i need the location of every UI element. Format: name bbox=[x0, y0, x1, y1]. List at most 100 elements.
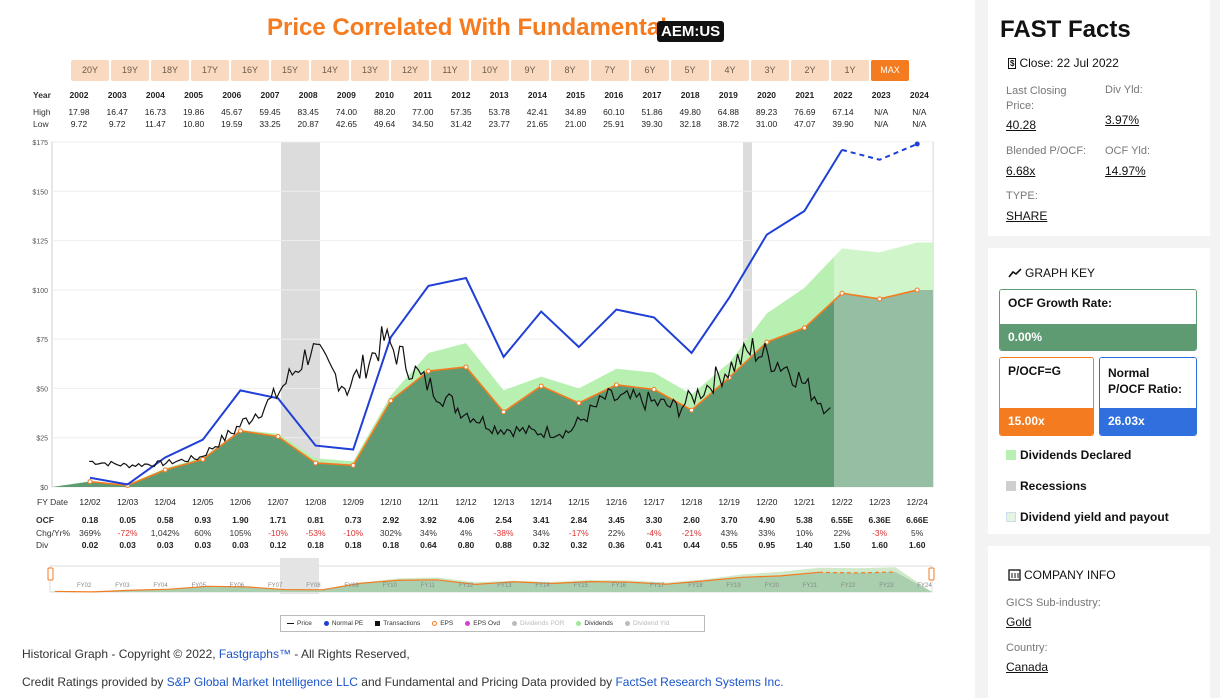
low-cell: 11.47 bbox=[145, 119, 166, 129]
ocf-cell: 3.30 bbox=[645, 515, 663, 525]
range-button-18y[interactable]: 18Y bbox=[151, 60, 189, 81]
range-navigator[interactable]: FY02 FY03 FY04 FY05 FY06 FY07 FY08 FY09 FY10 FY11… bbox=[45, 556, 940, 596]
navigator-eps-area bbox=[50, 572, 932, 592]
navigator-fy-label: FY18 bbox=[688, 583, 703, 589]
key-recessions-label: Recessions bbox=[1020, 479, 1087, 493]
range-button-16y[interactable]: 16Y bbox=[231, 60, 269, 81]
copyright-text: Historical Graph - Copyright © 2022, bbox=[22, 647, 219, 661]
fastgraphs-link[interactable]: Fastgraphs™ bbox=[218, 647, 291, 661]
range-button-4y[interactable]: 4Y bbox=[711, 60, 749, 81]
sp-global-link[interactable]: S&P Global Market Intelligence LLC bbox=[166, 675, 358, 689]
range-button-12y[interactable]: 12Y bbox=[391, 60, 429, 81]
range-button-10y[interactable]: 10Y bbox=[471, 60, 509, 81]
range-button-15y[interactable]: 15Y bbox=[271, 60, 309, 81]
range-button-13y[interactable]: 13Y bbox=[351, 60, 389, 81]
range-button-17y[interactable]: 17Y bbox=[191, 60, 229, 81]
ocf-cell: 3.45 bbox=[608, 515, 625, 525]
legend-marker bbox=[287, 622, 294, 625]
ocf-cell: 0.73 bbox=[344, 515, 362, 525]
navigator-handle-right[interactable] bbox=[928, 567, 935, 581]
range-button-6y[interactable]: 6Y bbox=[631, 60, 669, 81]
fy-date-cell: 12/22 bbox=[831, 497, 853, 507]
pocf-label: P/OCF=G bbox=[1000, 358, 1093, 408]
range-button-5y[interactable]: 5Y bbox=[671, 60, 709, 81]
range-button-11y[interactable]: 11Y bbox=[431, 60, 469, 81]
range-button-7y[interactable]: 7Y bbox=[591, 60, 629, 81]
navigator-recession bbox=[280, 558, 319, 594]
fy-date-cell: 12/19 bbox=[718, 497, 740, 507]
ocf-cell: 2.84 bbox=[570, 515, 588, 525]
copyright-line: Historical Graph - Copyright © 2022, Fas… bbox=[22, 647, 410, 661]
range-button-3y[interactable]: 3Y bbox=[751, 60, 789, 81]
high-cell: N/A bbox=[912, 107, 927, 117]
range-button-14y[interactable]: 14Y bbox=[311, 60, 349, 81]
chg-cell: 33% bbox=[758, 528, 776, 538]
fy-date-cell: 12/20 bbox=[756, 497, 778, 507]
div-cell: 0.95 bbox=[758, 540, 776, 550]
blended-label: Blended P/OCF: bbox=[1006, 145, 1087, 157]
range-button-2y[interactable]: 2Y bbox=[791, 60, 829, 81]
legend-label: Dividends bbox=[584, 620, 613, 627]
high-cell: 34.89 bbox=[564, 107, 587, 117]
div-cell: 0.80 bbox=[457, 540, 475, 550]
div-row-label: Div bbox=[36, 540, 49, 550]
ocf-cell: 2.92 bbox=[382, 515, 400, 525]
legend-item[interactable]: Transactions bbox=[369, 620, 426, 627]
range-button-20y[interactable]: 20Y bbox=[71, 60, 109, 81]
high-cell: 67.14 bbox=[832, 107, 854, 117]
eps-point bbox=[538, 383, 544, 389]
year-cell: 2007 bbox=[260, 90, 280, 100]
year-cell: 2011 bbox=[413, 90, 433, 100]
high-cell: 16.73 bbox=[144, 107, 167, 117]
ocf-growth-label: OCF Growth Rate: bbox=[1000, 290, 1196, 324]
fy-date-cell: 12/11 bbox=[418, 497, 439, 507]
low-cell: 47.07 bbox=[794, 119, 816, 129]
normal-pe-end-point bbox=[914, 141, 920, 147]
range-button-max[interactable]: MAX bbox=[871, 60, 909, 81]
legend-item[interactable]: Normal PE bbox=[318, 620, 369, 627]
legend-item[interactable]: Dividends bbox=[570, 620, 619, 627]
navigator-handle-left[interactable] bbox=[47, 567, 54, 581]
eps-point bbox=[388, 398, 394, 404]
y-tick-label: $0 bbox=[40, 485, 48, 492]
navigator-fy-label: FY21 bbox=[803, 583, 818, 589]
range-button-8y[interactable]: 8Y bbox=[551, 60, 589, 81]
chg-cell: 34% bbox=[419, 528, 437, 538]
legend-item[interactable]: Price bbox=[281, 620, 318, 627]
high-cell: 17.98 bbox=[68, 107, 90, 117]
legend-item[interactable]: EPS Ovd bbox=[459, 620, 506, 627]
legend-item[interactable]: Dividend Yld bbox=[619, 620, 675, 627]
range-button-1y[interactable]: 1Y bbox=[831, 60, 869, 81]
year-cell: 2018 bbox=[680, 90, 700, 100]
high-cell: 74.00 bbox=[335, 107, 358, 117]
div-cell: 1.60 bbox=[908, 540, 926, 550]
copyright-suffix: - All Rights Reserved, bbox=[290, 647, 410, 661]
div-yld-label: Div Yld: bbox=[1105, 84, 1143, 96]
div-cell: 0.03 bbox=[194, 540, 212, 550]
legend-item[interactable]: Dividends POR bbox=[506, 620, 570, 627]
ocf-cell: 3.41 bbox=[532, 515, 550, 525]
div-cell: 0.18 bbox=[344, 540, 362, 550]
range-button-19y[interactable]: 19Y bbox=[111, 60, 149, 81]
ticker-badge: AEM:US bbox=[657, 21, 725, 42]
legend-item[interactable]: EPS bbox=[426, 620, 459, 627]
high-cell: N/A bbox=[874, 107, 889, 117]
navigator-fy-label: FY13 bbox=[497, 583, 512, 589]
eps-point bbox=[801, 325, 807, 331]
credits-mid: and Fundamental and Pricing Data provide… bbox=[357, 675, 616, 689]
low-cell: 23.77 bbox=[488, 119, 510, 129]
navigator-fy-label: FY17 bbox=[650, 583, 665, 589]
year-cell: 2017 bbox=[642, 90, 662, 100]
range-button-9y[interactable]: 9Y bbox=[511, 60, 549, 81]
navigator-fy-label: FY22 bbox=[841, 583, 856, 589]
factset-link[interactable]: FactSet Research Systems Inc. bbox=[615, 675, 784, 689]
eps-point bbox=[87, 479, 93, 485]
ocf-cell: 0.58 bbox=[156, 515, 174, 525]
fy-date-cell: 12/21 bbox=[793, 497, 816, 507]
high-cell: 77.00 bbox=[412, 107, 434, 117]
low-cell: 31.42 bbox=[450, 119, 472, 129]
high-cell: 89.23 bbox=[755, 107, 778, 117]
ocf-cell: 3.92 bbox=[420, 515, 437, 525]
eps-point bbox=[425, 368, 431, 374]
chg-cell: -21% bbox=[681, 528, 702, 538]
